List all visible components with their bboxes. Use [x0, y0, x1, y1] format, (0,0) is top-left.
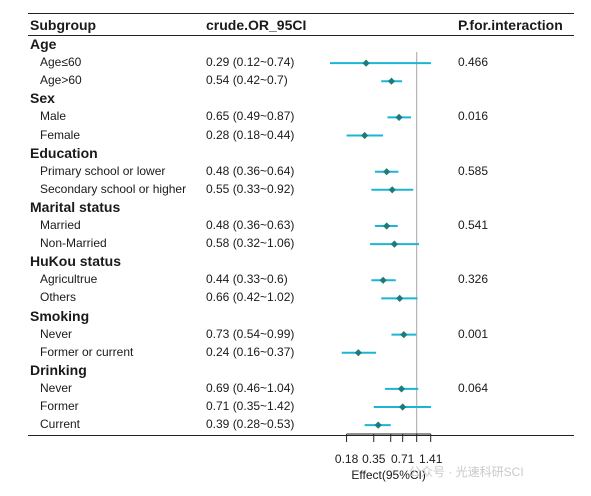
point-estimate: [361, 131, 369, 140]
header-or-ci: crude.OR_95CI: [206, 17, 307, 33]
table-row: Primary school or lower 0.48 (0.36~0.64) 0…: [0, 164, 591, 182]
or-ci-value: 0.39 (0.28~0.53): [206, 417, 295, 432]
or-ci-value: 0.69 (0.46~1.04): [206, 380, 295, 395]
group-label: Age: [30, 36, 57, 52]
subgroup-label: Age>60: [40, 73, 82, 88]
table-row: Former or current 0.24 (0.16~0.37): [0, 345, 591, 363]
subgroup-label: Agricultrue: [40, 272, 98, 287]
table-row: Current 0.39 (0.28~0.53): [0, 417, 591, 435]
point-estimate: [374, 421, 382, 429]
group-row: Drinking: [0, 362, 591, 380]
point-estimate: [362, 59, 370, 67]
group-row: HuKou status: [0, 253, 591, 271]
point-estimate: [383, 168, 391, 176]
point-estimate: [387, 77, 396, 85]
point-estimate: [400, 331, 408, 339]
point-estimate: [396, 294, 404, 302]
x-tick-label: 1.41: [419, 452, 443, 466]
table-row: Never 0.69 (0.46~1.04) 0.064: [0, 381, 591, 399]
subgroup-label: Married: [40, 218, 81, 232]
group-row: Sex: [0, 90, 591, 108]
p-interaction-value: 0.064: [458, 380, 489, 395]
table-row: Never 0.73 (0.54~0.99) 0.001: [0, 327, 591, 345]
subgroup-label: Secondary school or higher: [40, 181, 187, 196]
group-row: Marital status: [0, 199, 591, 217]
group-row: Education: [0, 145, 591, 163]
group-label: Education: [30, 144, 98, 161]
subgroup-label: Current: [40, 417, 81, 432]
point-estimate: [390, 240, 399, 248]
group-label: Sex: [30, 90, 55, 107]
point-estimate: [383, 222, 391, 230]
table-row: Others 0.66 (0.42~1.02): [0, 290, 591, 308]
table-row: Former 0.71 (0.35~1.42): [0, 399, 591, 417]
or-ci-value: 0.28 (0.18~0.44): [206, 127, 295, 142]
subgroup-label: Never: [40, 326, 73, 341]
or-ci-value: 0.44 (0.33~0.6): [206, 272, 288, 287]
subgroup-label: Primary school or lower: [40, 163, 166, 178]
point-estimate: [388, 186, 396, 194]
group-label: HuKou status: [30, 253, 121, 270]
p-interaction-value: 0.326: [458, 272, 489, 287]
p-interaction-value: 0.541: [458, 218, 489, 232]
p-interaction-value: 0.585: [458, 163, 489, 178]
table-row: Male 0.65 (0.49~0.87) 0.016: [0, 109, 591, 127]
subgroup-label: Age≤60: [40, 55, 82, 70]
or-ci-value: 0.66 (0.42~1.02): [206, 290, 295, 305]
table-row: Age>60 0.54 (0.42~0.7): [0, 73, 591, 91]
table-row: Female 0.28 (0.18~0.44): [0, 128, 591, 146]
or-ci-value: 0.48 (0.36~0.63): [206, 218, 295, 232]
or-ci-value: 0.73 (0.54~0.99): [206, 326, 295, 341]
table-row: Non-Married 0.58 (0.32~1.06): [0, 236, 591, 254]
p-interaction-value: 0.016: [458, 109, 489, 124]
header-p-interaction: P.for.interaction: [458, 17, 563, 33]
header-bottom-rule: [28, 35, 574, 36]
point-estimate: [399, 403, 407, 411]
point-estimate: [395, 113, 403, 121]
or-ci-value: 0.24 (0.16~0.37): [206, 344, 295, 359]
point-estimate: [397, 385, 406, 393]
p-interaction-value: 0.001: [458, 326, 489, 341]
x-tick-label: 0.71: [391, 452, 415, 466]
or-ci-value: 0.55 (0.33~0.92): [206, 181, 295, 196]
group-label: Smoking: [30, 307, 90, 324]
group-label: Marital status: [30, 198, 121, 215]
p-interaction-value: 0.466: [458, 55, 489, 70]
table-row: Age≤60 0.29 (0.12~0.74) 0.466: [0, 55, 591, 73]
subgroup-label: Non-Married: [40, 236, 107, 251]
group-row: Age: [0, 36, 591, 54]
table-row: Agricultrue 0.44 (0.33~0.6) 0.326: [0, 272, 591, 290]
or-ci-value: 0.48 (0.36~0.64): [206, 163, 295, 178]
group-label: Drinking: [30, 361, 87, 378]
x-axis-title: Effect(95%CI): [351, 468, 425, 482]
or-ci-value: 0.58 (0.32~1.06): [206, 236, 295, 251]
table-row: Secondary school or higher 0.55 (0.33~0.9…: [0, 182, 591, 200]
point-estimate: [379, 276, 387, 284]
x-tick-label: 0.18: [335, 452, 359, 466]
or-ci-value: 0.65 (0.49~0.87): [206, 109, 295, 124]
header-top-rule: [28, 13, 574, 14]
subgroup-label: Others: [40, 290, 77, 305]
or-ci-value: 0.71 (0.35~1.42): [206, 399, 295, 413]
subgroup-label: Male: [40, 109, 67, 124]
subgroup-label: Female: [40, 127, 81, 142]
watermark-text: 公众号 · 光速科研SCI: [409, 465, 524, 479]
subgroup-label: Never: [40, 380, 73, 395]
point-estimate: [354, 349, 362, 357]
table-row: Married 0.48 (0.36~0.63) 0.541: [0, 218, 591, 236]
subgroup-label: Former: [40, 399, 79, 413]
or-ci-value: 0.29 (0.12~0.74): [206, 55, 295, 70]
header-subgroup: Subgroup: [30, 17, 97, 33]
subgroup-label: Former or current: [40, 344, 134, 359]
group-row: Smoking: [0, 308, 591, 326]
or-ci-value: 0.54 (0.42~0.7): [206, 73, 288, 88]
x-tick-label: 0.35: [362, 452, 386, 466]
table-bottom-rule: [28, 435, 574, 436]
